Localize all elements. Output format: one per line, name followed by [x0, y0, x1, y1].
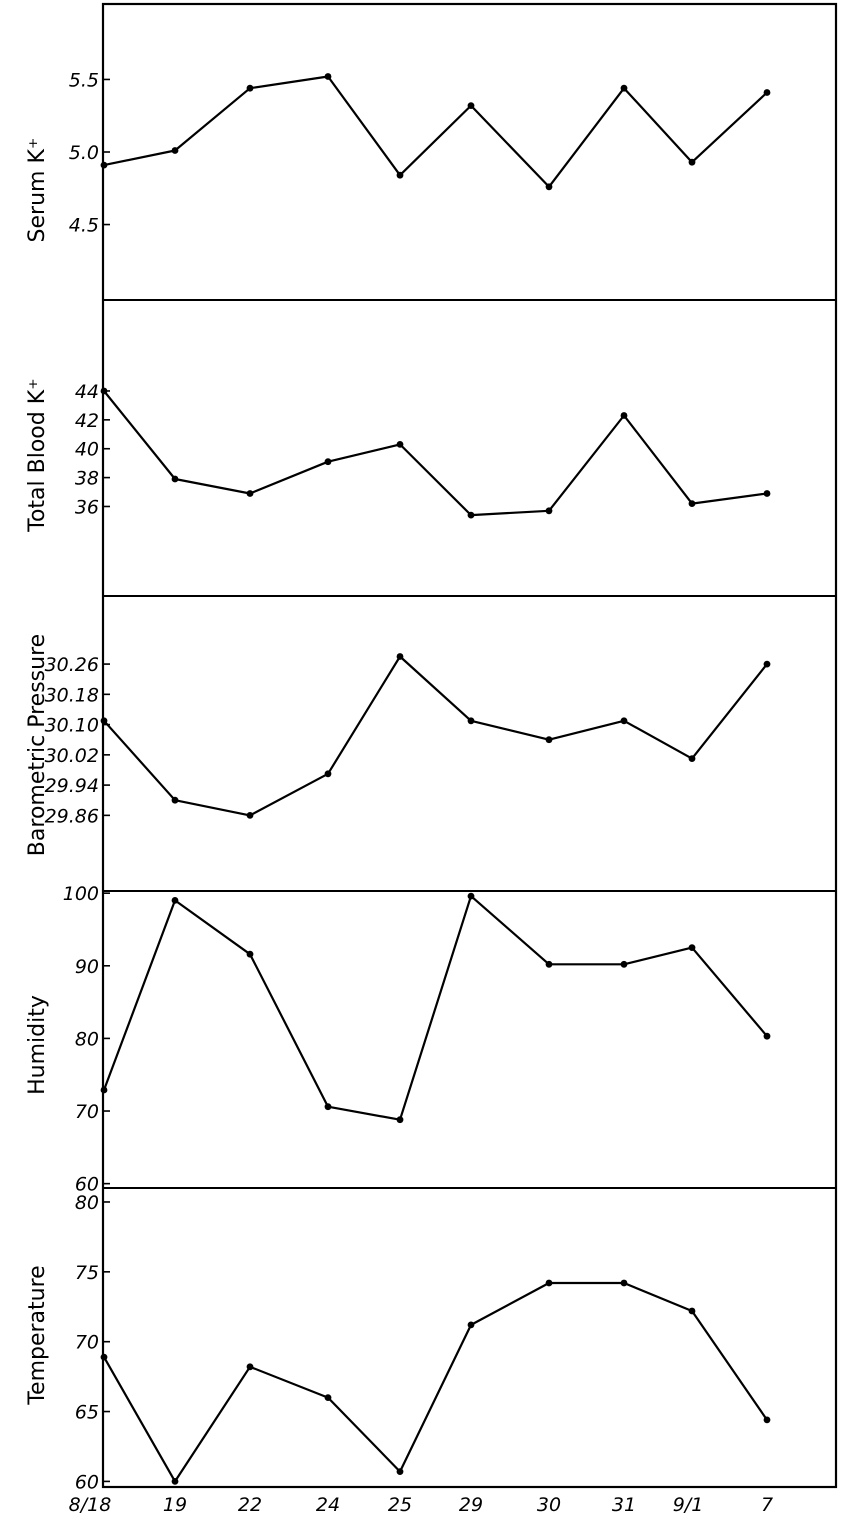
data-point [545, 736, 553, 744]
data-point [620, 717, 628, 725]
data-point [246, 812, 254, 819]
data-point [324, 458, 332, 466]
y-tick-label: 100 [63, 883, 99, 905]
y-tick-label: 65 [75, 1402, 99, 1424]
y-tick-label: 42 [75, 410, 99, 432]
data-point [467, 717, 475, 725]
x-tick-label: 9/1 [673, 1494, 704, 1516]
data-point [763, 89, 771, 96]
data-point [246, 84, 254, 92]
data-point [396, 653, 404, 660]
y-tick-label: 60 [75, 1471, 99, 1493]
data-point [467, 1321, 475, 1329]
data-point [171, 897, 179, 904]
data-point [688, 755, 696, 762]
data-point [688, 1307, 696, 1315]
data-point [171, 475, 179, 483]
data-point [545, 1279, 553, 1287]
data-point [396, 1468, 404, 1475]
data-point [763, 660, 771, 668]
data-point [545, 507, 553, 515]
y-tick-label: 80 [75, 1192, 99, 1214]
y-tick-label: 38 [75, 468, 99, 490]
series-line [103, 1281, 768, 1483]
data-point [545, 183, 553, 191]
data-point [246, 1363, 254, 1371]
data-point [688, 944, 696, 951]
data-point [545, 960, 553, 968]
data-point [246, 490, 254, 497]
data-point [396, 441, 404, 448]
y-tick-label: 44 [75, 381, 99, 403]
series-line [102, 894, 768, 1121]
x-tick-label: 19 [163, 1494, 187, 1516]
data-point [620, 84, 628, 92]
data-point [467, 892, 475, 900]
x-tick-label: 30 [537, 1494, 561, 1516]
x-tick-label: 29 [459, 1494, 483, 1516]
data-point [620, 960, 628, 968]
y-tick-label: 70 [75, 1101, 99, 1123]
data-point [688, 158, 696, 166]
x-tick-label: 22 [238, 1494, 262, 1516]
x-tick-label: 25 [388, 1494, 412, 1516]
y-axis-label: Serum K⁺ [25, 138, 50, 243]
data-point [100, 717, 108, 725]
x-tick-label: 7 [761, 1494, 773, 1516]
y-tick-label: 29.94 [45, 775, 99, 797]
y-axis-label: Total Blood K⁺ [25, 378, 50, 533]
y-axis-label: Humidity [25, 995, 50, 1095]
y-tick-label: 90 [75, 956, 99, 978]
y-tick-label: 30.10 [45, 715, 99, 737]
data-point [396, 171, 404, 179]
data-point [688, 500, 696, 507]
y-tick-label: 30.26 [45, 654, 99, 676]
x-tick-label: 31 [612, 1494, 636, 1516]
series-line [103, 655, 768, 817]
data-point [100, 387, 108, 395]
data-point [620, 1279, 628, 1287]
y-tick-label: 29.86 [45, 805, 99, 827]
y-axis-label: Barometric Pressure [25, 634, 50, 856]
data-point [324, 1103, 332, 1111]
x-tick-label: 8/18 [69, 1494, 112, 1516]
data-point [763, 1416, 771, 1424]
y-tick-label: 75 [75, 1262, 99, 1284]
data-point [467, 511, 475, 519]
data-point [171, 1478, 179, 1485]
data-point [246, 950, 254, 958]
data-point [620, 412, 628, 419]
y-axis-label: Temperature [25, 1265, 50, 1405]
y-tick-label: 4.5 [69, 215, 99, 237]
y-tick-label: 70 [75, 1332, 99, 1354]
data-point [763, 490, 771, 497]
data-point [324, 73, 332, 80]
data-point [396, 1116, 404, 1124]
data-point [100, 1353, 108, 1361]
data-point [763, 1032, 771, 1040]
y-tick-label: 36 [75, 496, 99, 518]
y-tick-label: 80 [75, 1028, 99, 1050]
y-tick-label: 5.0 [69, 142, 99, 164]
data-point [100, 161, 108, 169]
y-tick-label: 5.5 [69, 69, 99, 91]
data-point [324, 1394, 332, 1401]
data-point [324, 770, 332, 778]
y-tick-label: 30.02 [45, 745, 99, 767]
data-point [171, 147, 179, 154]
series-line [103, 390, 768, 517]
data-point [100, 1086, 108, 1094]
data-point [467, 102, 475, 109]
chart-frame [101, 2, 838, 1489]
y-tick-label: 60 [75, 1174, 99, 1196]
x-tick-label: 24 [316, 1494, 340, 1516]
data-point [171, 796, 179, 804]
y-tick-label: 40 [75, 439, 99, 461]
series-line [103, 75, 768, 188]
y-tick-label: 30.18 [45, 684, 99, 706]
